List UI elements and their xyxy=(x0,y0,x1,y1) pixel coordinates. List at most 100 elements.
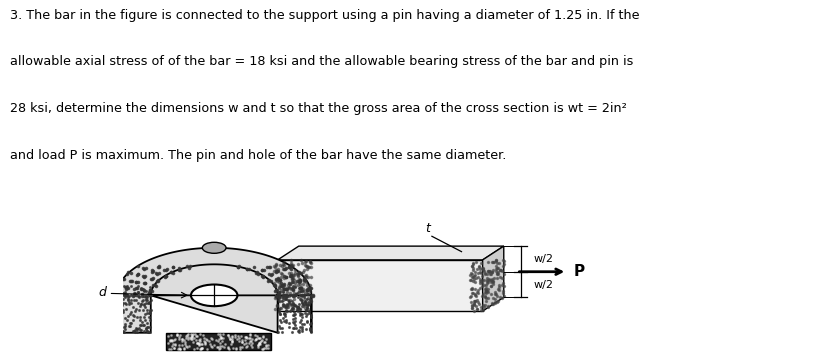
Point xyxy=(145,269,159,275)
Point xyxy=(149,270,162,276)
Point xyxy=(186,334,199,340)
Point xyxy=(273,289,286,295)
Point xyxy=(173,336,186,342)
Point xyxy=(122,269,135,275)
Point xyxy=(238,334,252,339)
Point xyxy=(118,324,131,329)
Point xyxy=(300,279,313,285)
Point xyxy=(469,279,482,285)
Point xyxy=(293,285,307,291)
Point xyxy=(242,335,256,341)
Point xyxy=(140,295,153,300)
Point xyxy=(277,318,290,324)
Point xyxy=(113,316,126,321)
Point xyxy=(293,285,307,291)
Point xyxy=(132,271,145,277)
Point xyxy=(292,289,305,295)
Point xyxy=(275,283,288,289)
Point xyxy=(286,306,299,312)
Point xyxy=(276,293,289,299)
Point xyxy=(280,292,293,298)
Point xyxy=(487,267,500,273)
Point xyxy=(137,287,150,293)
Point xyxy=(241,343,254,349)
Point xyxy=(301,264,314,270)
Point xyxy=(275,271,289,277)
Point xyxy=(137,267,150,272)
Point xyxy=(464,270,478,276)
Point xyxy=(215,334,228,340)
Point xyxy=(124,283,137,289)
Point xyxy=(496,268,509,274)
Point xyxy=(299,326,312,332)
Point xyxy=(244,338,257,344)
Point xyxy=(158,274,171,279)
Point xyxy=(250,270,263,276)
Point xyxy=(291,274,304,279)
Point xyxy=(465,285,478,291)
Point xyxy=(302,285,316,291)
Point xyxy=(293,306,307,312)
Point xyxy=(270,303,283,309)
Point xyxy=(298,277,312,283)
Point xyxy=(120,271,133,276)
Point xyxy=(482,270,495,275)
Point xyxy=(284,297,297,303)
Point xyxy=(300,263,313,269)
Point xyxy=(256,346,269,352)
Point xyxy=(168,338,181,343)
Point xyxy=(484,283,497,289)
Point xyxy=(471,289,484,295)
Point xyxy=(181,336,194,342)
Point xyxy=(277,261,290,267)
Point xyxy=(302,287,315,293)
Point xyxy=(270,268,284,274)
Circle shape xyxy=(191,285,238,306)
Point xyxy=(216,335,229,341)
Point xyxy=(294,288,307,294)
Point xyxy=(136,273,150,279)
Point xyxy=(270,287,284,292)
Point xyxy=(302,303,315,308)
Point xyxy=(232,263,245,269)
Point xyxy=(270,277,283,283)
Point xyxy=(473,285,487,290)
Point xyxy=(486,301,499,307)
Point xyxy=(486,279,499,284)
Point xyxy=(290,291,303,297)
Point xyxy=(289,325,302,330)
Point xyxy=(287,262,300,267)
Point xyxy=(125,297,138,303)
Point xyxy=(210,344,224,350)
Point xyxy=(472,301,485,306)
Point xyxy=(465,263,478,269)
Point xyxy=(487,259,501,265)
Point xyxy=(286,283,299,289)
Point xyxy=(137,322,150,328)
Point xyxy=(180,263,193,269)
Point xyxy=(283,293,296,299)
Point xyxy=(173,267,187,273)
Point xyxy=(287,290,300,295)
Point xyxy=(271,276,284,282)
Point xyxy=(304,261,317,266)
Point xyxy=(468,299,481,304)
Point xyxy=(488,289,501,294)
Point xyxy=(301,286,314,292)
Point xyxy=(287,272,300,278)
Point xyxy=(277,301,290,307)
Point xyxy=(298,310,312,316)
Point xyxy=(269,293,282,299)
Point xyxy=(129,292,142,298)
Point xyxy=(144,297,157,303)
Point xyxy=(272,275,285,281)
Point xyxy=(298,277,311,282)
Point xyxy=(496,282,509,287)
Point xyxy=(277,266,290,272)
Point xyxy=(284,262,298,268)
Point xyxy=(299,287,312,293)
Point xyxy=(273,293,286,299)
Point xyxy=(303,326,316,332)
Point xyxy=(283,292,296,298)
Point xyxy=(492,298,505,304)
